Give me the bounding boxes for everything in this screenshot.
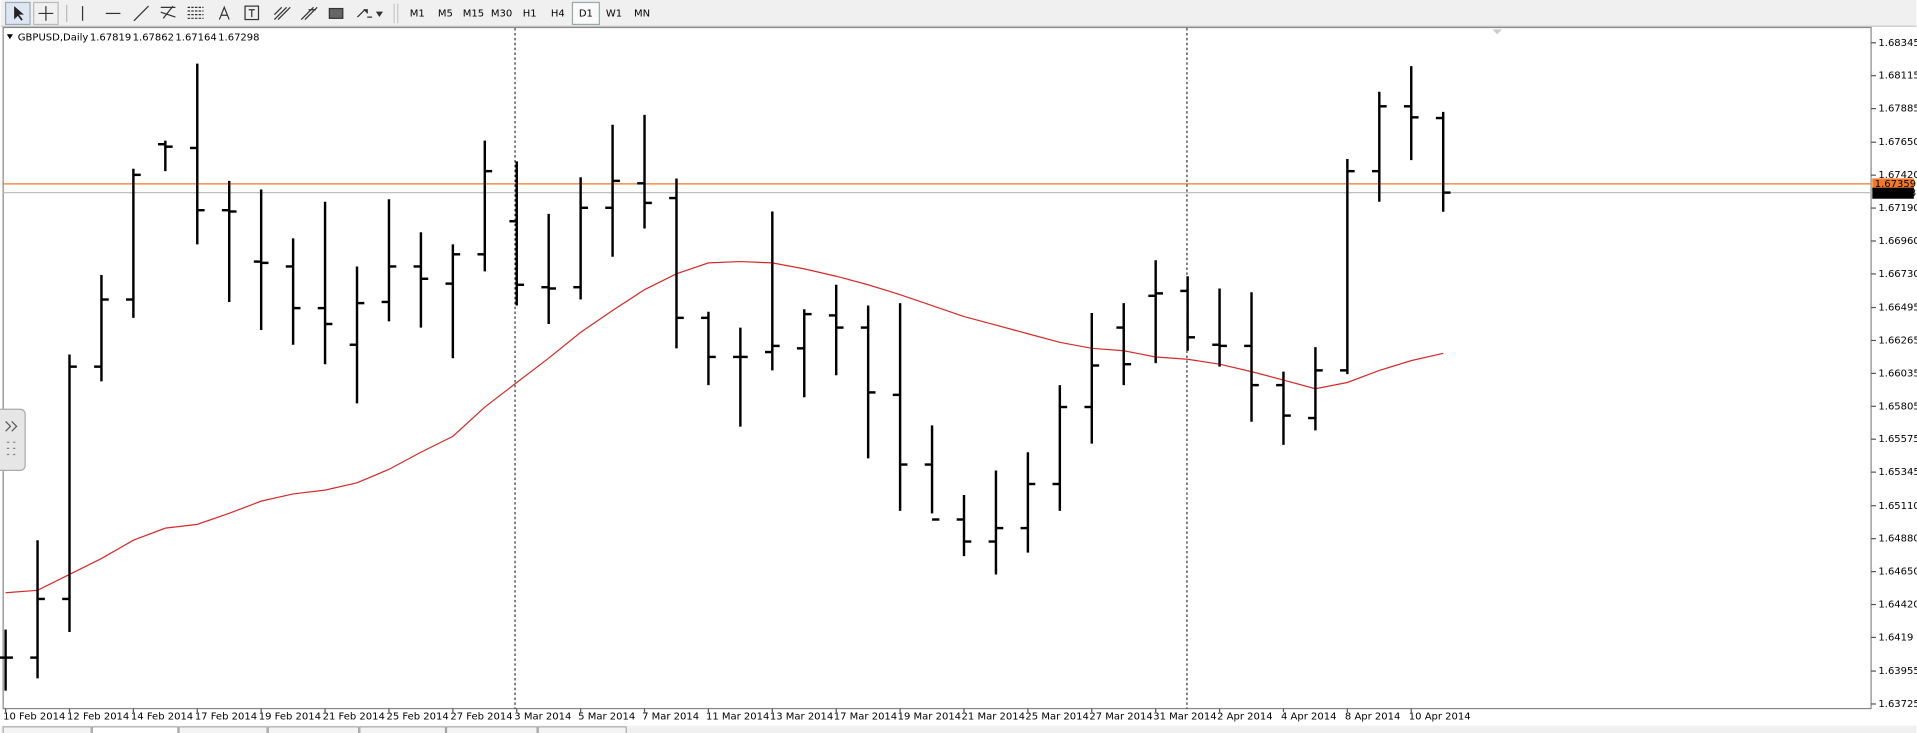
x-tick-label: 11 Mar 2014 — [706, 712, 769, 723]
y-tick-label: 1.68345 — [1878, 38, 1917, 49]
x-tick-label: 10 Feb 2014 — [3, 712, 65, 723]
y-tick-label: 1.67420 — [1878, 170, 1917, 181]
timeframe-button[interactable]: M30 — [491, 8, 512, 19]
x-tick-label: 27 Mar 2014 — [1089, 712, 1152, 723]
x-tick-label: 17 Feb 2014 — [195, 712, 257, 723]
y-tick-label: 1.65345 — [1878, 467, 1917, 478]
arrows-tool[interactable] — [357, 9, 384, 18]
x-tick-label: 13 Mar 2014 — [770, 712, 833, 723]
bid-label-bg — [1872, 187, 1914, 199]
x-tick-label: 25 Feb 2014 — [387, 712, 449, 723]
x-tick-label: 2 Apr 2014 — [1217, 712, 1272, 723]
side-panel-grip[interactable] — [0, 408, 26, 471]
timeframe-button[interactable]: M5 — [438, 8, 453, 19]
y-tick-label: 1.64880 — [1878, 534, 1917, 545]
toolbar — [0, 0, 1917, 27]
y-tick-label: 1.66035 — [1878, 368, 1917, 379]
y-tick-label: 1.63955 — [1878, 666, 1917, 677]
fibonacci-tool[interactable] — [187, 6, 204, 19]
crosshair-tool[interactable] — [33, 1, 59, 26]
y-tick-label: 1.66265 — [1878, 335, 1917, 346]
y-tick-label: 1.67190 — [1878, 203, 1917, 214]
timeframe-active-frame — [571, 1, 600, 26]
y-tick-label: 1.65110 — [1878, 501, 1917, 512]
trendline-tool[interactable] — [133, 5, 149, 22]
timeframe-button[interactable]: W1 — [606, 8, 622, 19]
x-tick-label: 21 Feb 2014 — [323, 712, 385, 723]
x-tick-label: 21 Mar 2014 — [962, 712, 1025, 723]
header-high: 1.67862 — [133, 32, 174, 43]
chart-frame — [2, 26, 1872, 710]
price-level-label: 1.67359 — [1875, 179, 1916, 190]
x-tick-label: 12 Feb 2014 — [67, 712, 129, 723]
x-tick-label: 4 Apr 2014 — [1281, 712, 1336, 723]
fibo-fan-tool[interactable] — [273, 6, 291, 20]
moving-average-line — [5, 260, 1444, 594]
chart-tab[interactable] — [178, 726, 268, 733]
timeframe-button[interactable]: H4 — [551, 8, 565, 19]
bid-label: 1.67298 — [1875, 188, 1916, 199]
symbol-title: GBPUSD,Daily — [18, 32, 89, 43]
timeframe-button[interactable]: D1 — [579, 8, 593, 19]
x-tick-label: 31 Mar 2014 — [1153, 712, 1216, 723]
y-tick-label: 1.68115 — [1878, 71, 1917, 82]
x-tick-label: 17 Mar 2014 — [834, 712, 897, 723]
chart-tab[interactable] — [2, 726, 92, 733]
chart-tab[interactable] — [359, 726, 446, 733]
x-tick-label: 3 Mar 2014 — [514, 712, 571, 723]
header-open: 1.67819 — [90, 32, 131, 43]
x-tick-label: 19 Feb 2014 — [259, 712, 321, 723]
separator — [393, 3, 399, 24]
x-tick-label: 8 Apr 2014 — [1345, 712, 1400, 723]
y-tick-label: 1.66960 — [1878, 236, 1917, 247]
header-low: 1.67164 — [175, 32, 216, 43]
y-tick-label: 1.65575 — [1878, 434, 1917, 445]
channel-tool[interactable] — [160, 5, 176, 19]
header-arrow — [6, 34, 13, 40]
y-tick-label: 1.65805 — [1878, 401, 1917, 412]
chart-tab-active[interactable] — [91, 726, 179, 733]
y-tick-label: 1.64420 — [1878, 600, 1917, 611]
x-tick-label: 14 Feb 2014 — [131, 712, 193, 723]
y-tick-label: 1.64650 — [1878, 567, 1917, 578]
price-level-label-bg — [1872, 178, 1914, 190]
label-tool[interactable] — [244, 5, 260, 21]
text-tool[interactable] — [218, 5, 230, 20]
x-tick-label: 5 Mar 2014 — [578, 712, 635, 723]
tab-bar — [0, 725, 1917, 733]
y-tick-label: 1.6419 — [1878, 632, 1913, 643]
timeframe-button[interactable]: MN — [634, 8, 650, 19]
chart-shift-marker — [1492, 29, 1503, 35]
timeframe-button[interactable]: M1 — [410, 8, 425, 19]
y-tick-label: 1.66495 — [1878, 303, 1917, 314]
chart-tab[interactable] — [537, 726, 627, 733]
y-tick-label: 1.66730 — [1878, 269, 1917, 280]
gann-tool[interactable] — [300, 6, 318, 20]
chart-tab[interactable] — [446, 726, 538, 733]
timeframe-button[interactable]: M15 — [463, 8, 484, 19]
cursor-icon — [14, 6, 24, 21]
y-tick-label: 1.67650 — [1878, 137, 1917, 148]
x-tick-label: 19 Mar 2014 — [898, 712, 961, 723]
x-tick-label: 10 Apr 2014 — [1409, 712, 1471, 723]
x-tick-label: 27 Feb 2014 — [450, 712, 512, 723]
y-tick-label: 1.63725 — [1878, 699, 1917, 710]
shapes-tool[interactable] — [328, 7, 344, 19]
x-tick-label: 7 Mar 2014 — [642, 712, 699, 723]
timeframe-button[interactable]: H1 — [523, 8, 537, 19]
x-tick-label: 25 Mar 2014 — [1025, 712, 1088, 723]
header-close: 1.67298 — [218, 32, 259, 43]
chart-tab[interactable] — [267, 726, 360, 733]
y-tick-label: 1.67885 — [1878, 104, 1917, 115]
